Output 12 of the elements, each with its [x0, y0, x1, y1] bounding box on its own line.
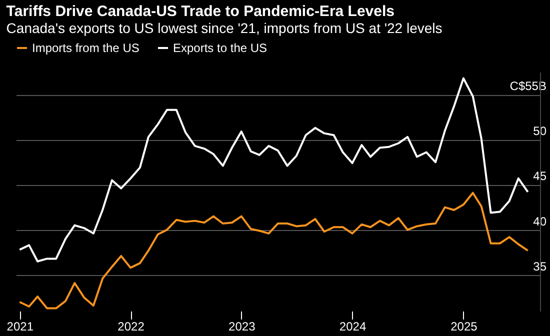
x-tick-label: 2025: [450, 320, 478, 334]
chart-subtitle: Canada's exports to US lowest since '21, imports from US at '22 levels: [6, 20, 442, 36]
x-tick-label: 2022: [118, 320, 145, 334]
y-tick-label: C$55B: [510, 79, 546, 94]
x-tick-label: 2021: [6, 320, 34, 334]
legend-label: Exports to the US: [173, 41, 268, 55]
x-tick-label: 2024: [339, 320, 366, 334]
chart-title: Tariffs Drive Canada-US Trade to Pandemic-Era Levels: [6, 3, 394, 20]
y-tick-label: 45: [533, 169, 547, 184]
legend-label: Imports from the US: [32, 41, 140, 55]
x-tick-label: 2023: [228, 320, 256, 334]
y-tick-label: 35: [533, 259, 547, 274]
